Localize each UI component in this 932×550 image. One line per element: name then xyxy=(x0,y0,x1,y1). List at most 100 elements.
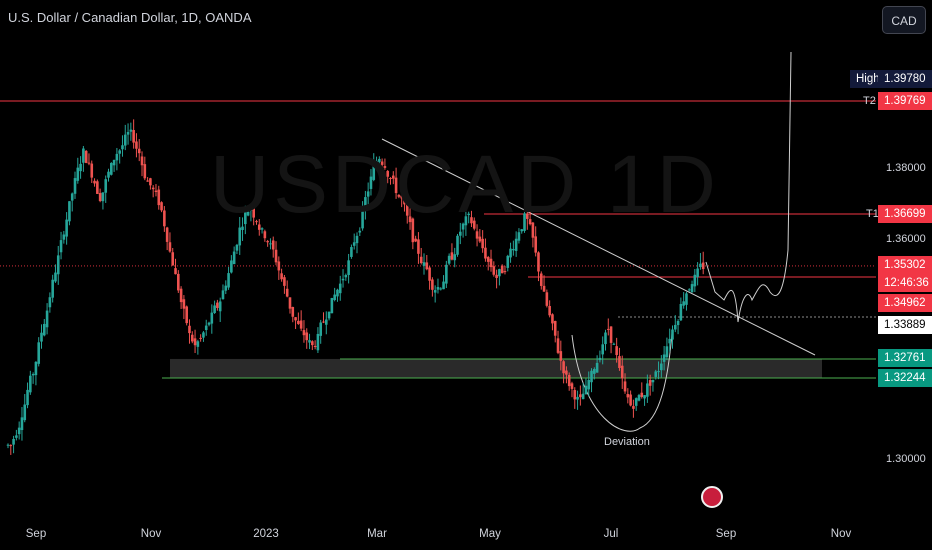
candle-body xyxy=(168,242,172,252)
candle-body xyxy=(682,301,685,306)
candle-body xyxy=(347,260,350,275)
candle-body xyxy=(210,312,214,324)
candle-body xyxy=(207,322,211,325)
candle-body xyxy=(143,164,147,179)
candle-body xyxy=(660,363,663,371)
candle-body xyxy=(576,396,579,400)
candle-body xyxy=(154,190,158,193)
support-zone xyxy=(170,358,822,378)
candle-body xyxy=(110,163,113,175)
x-tick-label: Nov xyxy=(140,528,162,540)
candle-body xyxy=(492,266,496,275)
candle-body xyxy=(302,330,306,336)
candle-body xyxy=(42,323,46,336)
candle-body xyxy=(199,337,202,339)
candle-body xyxy=(227,273,230,288)
candle-body xyxy=(542,285,546,292)
candle-body xyxy=(528,219,532,225)
candle-body xyxy=(648,380,652,386)
candle-body xyxy=(394,177,398,194)
candle-body xyxy=(615,346,618,355)
candle-body xyxy=(59,240,63,253)
candle-body xyxy=(439,288,443,290)
candle-body xyxy=(475,231,479,239)
candle-body xyxy=(411,218,415,243)
candle-body xyxy=(324,319,328,325)
candle-body xyxy=(453,254,457,261)
candle-body xyxy=(640,392,644,397)
candle-body xyxy=(595,362,599,373)
candle-body xyxy=(526,213,529,219)
candle-body xyxy=(104,179,108,193)
candle-body xyxy=(559,351,563,361)
candle-body xyxy=(341,278,345,281)
candle-body xyxy=(350,247,353,257)
candle-body xyxy=(685,293,688,305)
candle-body xyxy=(174,268,177,275)
candle-body xyxy=(76,167,80,181)
candle-body xyxy=(338,283,342,294)
candle-body xyxy=(107,171,110,178)
candle-body xyxy=(520,229,524,232)
candle-body xyxy=(34,361,38,376)
candle-body xyxy=(121,145,124,150)
candle-body xyxy=(255,221,258,223)
candle-body xyxy=(269,243,272,245)
candle-body xyxy=(305,332,309,341)
candle-body xyxy=(319,322,323,336)
candle-body xyxy=(556,338,560,353)
economic-event-icon[interactable] xyxy=(701,486,723,508)
candle-body xyxy=(313,345,317,347)
candle-body xyxy=(587,379,591,390)
candle-body xyxy=(20,417,24,431)
x-tick-label: Nov xyxy=(830,528,852,540)
candle-body xyxy=(654,371,658,377)
candle-body xyxy=(620,365,624,379)
candle-body xyxy=(213,305,216,313)
candle-body xyxy=(62,234,66,240)
candle-body xyxy=(263,231,267,239)
candle-body xyxy=(425,262,429,270)
candle-body xyxy=(509,248,512,258)
candle-body xyxy=(545,292,549,306)
candle-body xyxy=(344,275,348,278)
candle-body xyxy=(590,370,593,383)
candle-body xyxy=(470,217,473,224)
candle-body xyxy=(676,320,680,326)
candle-body xyxy=(431,279,434,290)
candle-body xyxy=(68,201,71,222)
currency-button[interactable]: CAD xyxy=(882,6,926,34)
candle-body xyxy=(12,438,15,445)
t2-label: T2 xyxy=(863,95,876,107)
candle-body xyxy=(355,235,359,244)
candle-body xyxy=(70,193,74,201)
y-tick-label: 1.36000 xyxy=(886,233,926,245)
candle-body xyxy=(204,325,208,331)
candle-body xyxy=(135,141,138,149)
candle-body xyxy=(428,267,431,281)
candle-body xyxy=(221,290,225,300)
candle-body xyxy=(495,274,498,278)
candle-body xyxy=(277,261,281,271)
candle-body xyxy=(551,314,554,324)
candle-body xyxy=(459,231,462,236)
candle-body xyxy=(626,394,630,398)
candle-body xyxy=(151,187,155,190)
candle-body xyxy=(498,269,501,277)
trend-line xyxy=(381,138,816,356)
candle-body xyxy=(29,375,32,393)
candle-body xyxy=(285,288,289,297)
candle-body xyxy=(79,163,82,172)
candle-body xyxy=(665,346,669,358)
candle-body xyxy=(467,213,470,216)
candle-body xyxy=(327,311,331,319)
t2-price-tag: 1.39769 xyxy=(878,92,932,110)
candle-body xyxy=(129,129,133,132)
candle-body xyxy=(216,302,219,308)
candle-body xyxy=(646,383,649,397)
x-tick-label: May xyxy=(479,528,501,540)
candle-body xyxy=(283,277,286,286)
t1-label: T1 xyxy=(866,208,879,220)
candle-body xyxy=(48,297,52,308)
